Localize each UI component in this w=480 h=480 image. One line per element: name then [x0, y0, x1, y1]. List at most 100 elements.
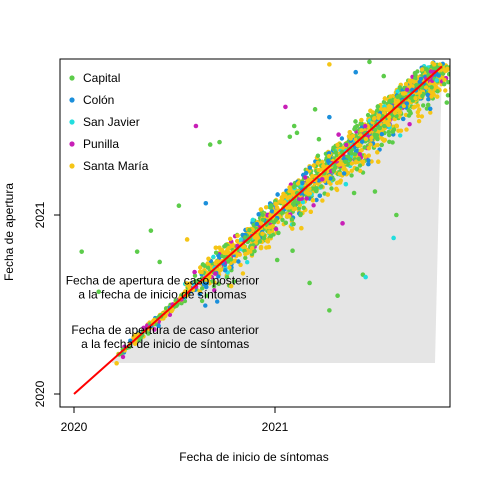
cloud-point: [415, 103, 420, 108]
cloud-point: [315, 160, 320, 165]
cloud-point: [243, 255, 248, 261]
cloud-point: [377, 125, 382, 131]
cloud-point: [412, 70, 418, 76]
cloud-point: [349, 168, 354, 173]
cloud-point: [358, 143, 363, 148]
cloud-point: [366, 158, 371, 163]
cloud-point: [326, 179, 332, 185]
cloud-point: [453, 75, 457, 79]
cloud-point: [320, 198, 325, 203]
cloud-point: [368, 108, 373, 114]
point-col-n: [366, 161, 371, 167]
legend-label: Colón: [83, 93, 114, 107]
cloud-point: [417, 79, 422, 85]
point-capital: [316, 136, 322, 142]
cloud-point: [421, 103, 426, 108]
cloud-point: [429, 85, 434, 90]
point-capital: [96, 289, 102, 295]
point-capital: [307, 280, 312, 286]
annotation-line: a la fecha de inicio de síntomas: [78, 287, 246, 301]
cloud-point: [381, 138, 387, 143]
cloud-point: [414, 82, 419, 88]
cloud-point: [334, 187, 340, 193]
cloud-point: [216, 281, 221, 286]
cloud-point: [183, 289, 188, 294]
cloud-point: [310, 198, 316, 203]
cloud-point: [393, 100, 399, 105]
point-capital: [79, 249, 84, 254]
cloud-point: [401, 103, 407, 109]
cloud-point: [363, 123, 368, 129]
cloud-point: [138, 336, 143, 341]
y-tick-label: 2021: [33, 201, 47, 228]
cloud-point: [349, 173, 354, 178]
point-capital: [291, 123, 297, 129]
cloud-point: [228, 283, 234, 289]
cloud-point: [443, 68, 448, 74]
point-santa-mar-a: [299, 225, 304, 231]
cloud-point: [379, 131, 385, 137]
cloud-point: [314, 197, 319, 203]
cloud-point: [274, 205, 280, 210]
point-santa-mar-a: [184, 237, 190, 242]
cloud-point: [428, 110, 433, 115]
cloud-point: [296, 200, 301, 205]
point-col-n: [353, 69, 359, 75]
cloud-point: [278, 199, 283, 204]
y-axis-label: Fecha de apertura: [2, 183, 16, 281]
point-capital: [176, 203, 182, 209]
cloud-point: [325, 158, 331, 164]
cloud-point: [432, 62, 437, 67]
cloud-point: [273, 201, 278, 206]
cloud-point: [211, 254, 216, 260]
point-san-javier: [343, 181, 349, 187]
cloud-point: [203, 303, 208, 308]
cloud-point: [242, 235, 248, 240]
cloud-point: [205, 265, 211, 270]
cloud-point: [252, 248, 257, 254]
cloud-point: [395, 89, 400, 94]
cloud-point: [335, 142, 340, 148]
cloud-point: [311, 203, 316, 208]
cloud-point: [413, 96, 418, 101]
cloud-point: [381, 99, 387, 105]
point-san-javier: [363, 274, 368, 280]
cloud-point: [382, 96, 388, 101]
point-capital: [134, 249, 140, 254]
y-tick-label: 2020: [33, 380, 47, 407]
cloud-point: [315, 153, 321, 158]
point-capital: [367, 59, 372, 65]
cloud-point: [207, 274, 212, 279]
cloud-point: [437, 62, 443, 67]
cloud-point: [204, 277, 209, 282]
cloud-point: [379, 142, 384, 148]
cloud-point: [375, 104, 380, 109]
cloud-point: [354, 166, 360, 172]
cloud-point: [301, 205, 306, 210]
point-capital: [148, 228, 154, 233]
cloud-point: [353, 119, 358, 124]
cloud-point: [382, 123, 387, 129]
cloud-point: [348, 136, 353, 141]
point-capital: [312, 107, 318, 112]
legend-label: Santa María: [83, 159, 149, 173]
cloud-point: [267, 225, 272, 230]
cloud-point: [392, 110, 398, 116]
cloud-point: [426, 97, 431, 102]
cloud-point: [435, 94, 440, 99]
cloud-point: [291, 184, 297, 190]
cloud-point: [394, 123, 399, 129]
cloud-point: [243, 251, 248, 257]
cloud-point: [390, 140, 395, 145]
cloud-point: [435, 89, 440, 94]
cloud-point: [222, 268, 228, 273]
cloud-point: [329, 186, 334, 191]
cloud-point: [347, 130, 352, 135]
cloud-point: [362, 145, 367, 150]
cloud-point: [285, 195, 290, 201]
cloud-point: [268, 213, 273, 218]
cloud-point: [395, 107, 401, 113]
cloud-point: [387, 103, 392, 109]
cloud-point: [451, 69, 455, 73]
